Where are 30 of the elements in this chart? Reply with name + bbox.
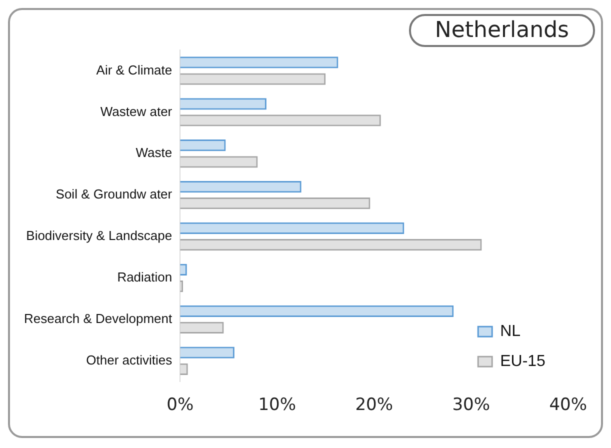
bar <box>180 264 187 276</box>
y-tick-label: Wastew ater <box>100 104 173 119</box>
bar <box>180 140 226 152</box>
bar <box>180 180 302 193</box>
bar <box>180 305 454 317</box>
x-tick-label: 10% <box>258 395 296 416</box>
y-tick-label: Soil & Groundw ater <box>56 186 173 202</box>
legend-label: NL <box>500 323 521 340</box>
bar <box>180 198 370 210</box>
x-tick-label: 40% <box>549 395 588 416</box>
y-tick-label: Radiation <box>117 270 172 285</box>
x-tick-label: 0% <box>166 395 194 416</box>
x-tick-label: 20% <box>355 395 394 416</box>
bar <box>180 346 234 358</box>
x-tick-label: 30% <box>452 395 490 416</box>
y-tick-label: Air & Climate <box>96 62 172 78</box>
bar <box>180 114 381 126</box>
legend-label: EU-15 <box>500 353 546 370</box>
y-tick-label: Waste <box>136 145 172 160</box>
bar <box>180 73 326 85</box>
bar <box>180 322 224 334</box>
bar <box>180 239 482 251</box>
chart-title: Netherlands <box>408 14 595 47</box>
y-tick-label: Research & Development <box>24 311 173 326</box>
bar <box>180 156 258 168</box>
y-tick-label: Biodiversity & Landscape <box>26 228 172 244</box>
bar <box>180 222 404 234</box>
bar <box>180 98 266 110</box>
y-tick-label: Other activities <box>86 352 173 368</box>
bar <box>180 56 338 68</box>
